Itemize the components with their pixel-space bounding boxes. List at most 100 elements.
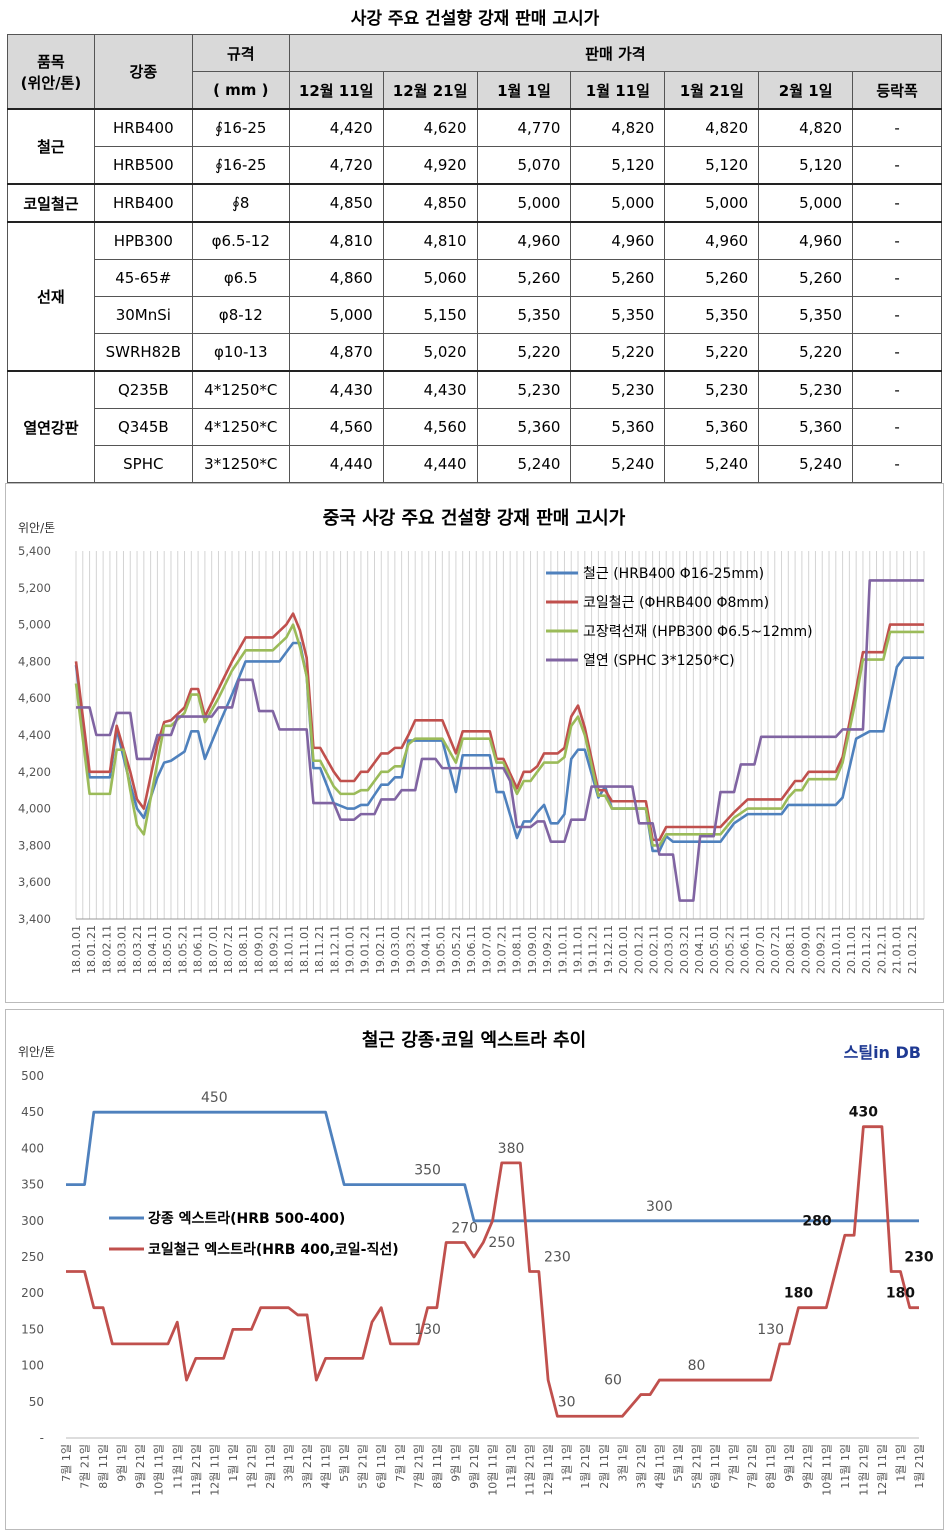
data-label: 350 xyxy=(414,1163,441,1179)
price-cell: 5,220 xyxy=(758,333,854,372)
x-tick-label: 3월 1일 xyxy=(615,1444,629,1482)
price-cell: 5,220 xyxy=(476,333,572,372)
x-tick-label: 18.07.21 xyxy=(222,925,235,974)
price-cell: 4,440 xyxy=(288,445,384,483)
header-date: 12월 11일 xyxy=(288,71,384,110)
spec-cell: φ8-12 xyxy=(191,296,290,334)
legend-label: 강종 엑스트라(HRB 500-400) xyxy=(148,1210,345,1227)
price-cell: 4,820 xyxy=(570,108,666,147)
grade-cell: Q345B xyxy=(93,408,193,446)
price-cell: 5,000 xyxy=(570,183,666,223)
y-tick-label: 100 xyxy=(21,1359,44,1373)
price-cell: 5,230 xyxy=(570,370,666,409)
x-tick-label: 20.12.11 xyxy=(875,925,888,974)
table-row: SWRH82B φ10-13 4,870 5,020 5,220 5,220 5,220 5,… xyxy=(8,333,942,372)
table-row: 코일철근 HRB400 ∮8 4,850 4,850 5,000 5,000 5,000 5,0… xyxy=(7,183,942,223)
header-date: 2월 1일 xyxy=(758,71,854,110)
x-tick-label: 19.03.01 xyxy=(389,925,402,974)
header-price: 판매 가격 xyxy=(288,34,943,72)
price-cell: 5,230 xyxy=(758,370,854,409)
x-tick-label: 19.09.21 xyxy=(541,925,554,974)
x-tick-label: 19.04.11 xyxy=(420,925,433,974)
x-tick-label: 1월 21일 xyxy=(244,1444,258,1489)
price-cell: 4,720 xyxy=(288,146,384,185)
price-cell: 5,220 xyxy=(570,333,666,372)
price-cell: 5,260 xyxy=(758,259,854,297)
price-cell: 5,360 xyxy=(758,408,854,446)
x-tick-label: 20.05.21 xyxy=(723,925,736,974)
series-line xyxy=(74,641,924,853)
x-tick-label: 5월 21일 xyxy=(689,1444,703,1489)
x-tick-label: 18.11.01 xyxy=(298,925,311,974)
price-cell: 4,850 xyxy=(288,183,384,223)
header-date: 1월 11일 xyxy=(570,71,666,110)
price-cell: 4,920 xyxy=(382,146,478,185)
table-row: HRB500 ∮16-25 4,720 4,920 5,070 5,120 5,120 5,1… xyxy=(8,146,942,185)
table-row: Q345B 4*1250*C 4,560 4,560 5,360 5,360 5,360 5,… xyxy=(8,408,942,446)
x-tick-label: 7월 1일 xyxy=(393,1444,407,1482)
x-tick-label: 20.01.21 xyxy=(632,925,645,974)
x-tick-label: 19.12.11 xyxy=(602,925,615,974)
price-cell: 4,960 xyxy=(758,221,854,260)
price-cell: 5,260 xyxy=(476,259,572,297)
y-tick-label: 4,200 xyxy=(18,765,51,779)
y-tick-label: 5,400 xyxy=(18,544,51,558)
x-tick-label: 20.07.01 xyxy=(754,925,767,974)
price-cell: 5,000 xyxy=(288,296,384,334)
price-cell: 4,430 xyxy=(382,370,478,409)
x-tick-label: 18.03.01 xyxy=(116,925,129,974)
x-tick-label: 2월 11일 xyxy=(597,1444,611,1489)
legend-label: 코일철근 엑스트라(HRB 400,코일-직선) xyxy=(148,1241,399,1258)
brand-logo: 스틸in DB xyxy=(844,1043,921,1062)
chart-title: 철근 강종·코일 엑스트라 추이 xyxy=(362,1030,586,1051)
price-cell: 5,120 xyxy=(570,146,666,185)
x-tick-label: 11월 21일 xyxy=(189,1444,203,1496)
x-tick-label: 6월 11일 xyxy=(374,1444,388,1489)
price-cell: 5,350 xyxy=(758,296,854,334)
price-cell: 4,860 xyxy=(288,259,384,297)
change-cell: - xyxy=(852,259,942,297)
x-tick-label: 19.02.11 xyxy=(374,925,387,974)
x-tick-label: 18.01.01 xyxy=(70,925,83,974)
y-tick-label: 450 xyxy=(21,1105,44,1119)
x-tick-label: 10월 11일 xyxy=(486,1444,500,1496)
grade-cell: 30MnSi xyxy=(93,296,193,334)
series-line xyxy=(66,1125,919,1418)
x-tick-label: 9월 1일 xyxy=(782,1444,796,1482)
price-cell: 4,850 xyxy=(382,183,478,223)
x-tick-label: 20.10.11 xyxy=(830,925,843,974)
data-label: 230 xyxy=(544,1249,571,1265)
x-tick-label: 18.04.11 xyxy=(146,925,159,974)
x-tick-label: 12월 11일 xyxy=(875,1444,889,1496)
x-tick-label: 21.01.21 xyxy=(906,925,919,974)
y-axis-label: 위안/톤 xyxy=(18,1045,55,1059)
price-cell: 4,430 xyxy=(288,370,384,409)
price-cell: 4,820 xyxy=(664,108,760,147)
x-tick-label: 18.09.01 xyxy=(252,925,265,974)
x-tick-label: 5월 21일 xyxy=(356,1444,370,1489)
price-cell: 4,810 xyxy=(288,221,384,260)
data-label: 130 xyxy=(414,1322,441,1338)
y-tick-label: 4,400 xyxy=(18,728,51,742)
y-tick-label: 200 xyxy=(21,1286,44,1300)
price-cell: 5,360 xyxy=(570,408,666,446)
x-tick-label: 18.05.21 xyxy=(176,925,189,974)
grade-cell: HRB500 xyxy=(93,146,193,185)
header-grade: 강종 xyxy=(93,34,193,110)
y-tick-label: 500 xyxy=(21,1069,44,1083)
x-tick-label: 3월 21일 xyxy=(300,1444,314,1489)
x-tick-label: 18.03.21 xyxy=(131,925,144,974)
table-row: 철근 HRB400 ∮16-25 4,420 4,620 4,770 4,820 4,820 4… xyxy=(7,108,942,185)
header-change: 등락폭 xyxy=(852,71,942,110)
price-cell: 5,240 xyxy=(570,445,666,483)
x-tick-label: 18.08.11 xyxy=(237,925,250,974)
y-tick-label: 5,000 xyxy=(18,618,51,632)
header-spec: 규격 xyxy=(191,34,290,72)
x-tick-label: 11월 21일 xyxy=(856,1444,870,1496)
data-label: 60 xyxy=(604,1373,622,1389)
price-cell: 5,020 xyxy=(382,333,478,372)
price-cell: 4,440 xyxy=(382,445,478,483)
price-cell: 4,560 xyxy=(382,408,478,446)
x-tick-label: 20.07.21 xyxy=(769,925,782,974)
